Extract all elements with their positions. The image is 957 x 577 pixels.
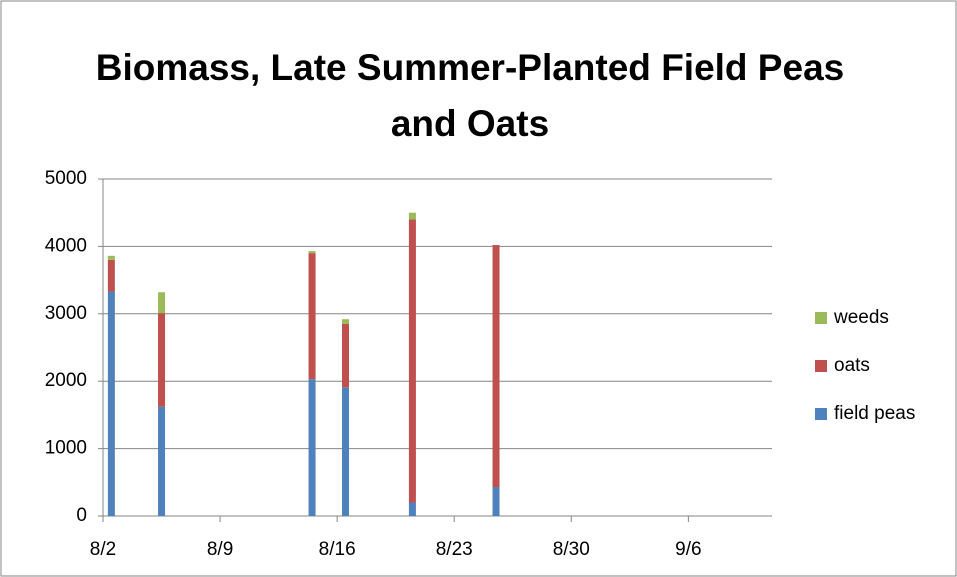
bar-segment (308, 379, 316, 516)
y-tick-label: 1000 (45, 438, 87, 459)
bar-segment (408, 212, 416, 220)
y-tick-label: 5000 (45, 168, 87, 189)
x-tick-label: 8/23 (436, 539, 473, 560)
bar-segment (107, 291, 115, 516)
bar-segment (342, 323, 350, 388)
y-tick-label: 0 (76, 505, 87, 526)
legend-swatch (815, 360, 827, 372)
bar-segment (408, 502, 416, 516)
y-tick-label: 3000 (45, 303, 87, 324)
chart-title: Biomass, Late Summer-Planted Field Peas … (95, 47, 845, 144)
bar-segment (408, 219, 416, 503)
bar-segment (342, 387, 350, 516)
legend-label: weeds (833, 307, 889, 328)
bar-segment (492, 245, 500, 488)
x-tick-label: 8/30 (553, 539, 590, 560)
y-tick-label: 4000 (45, 235, 87, 256)
x-tick-label: 9/6 (675, 539, 701, 560)
legend-label: oats (834, 355, 870, 376)
bar-segment (107, 255, 115, 260)
bar-segment (107, 259, 115, 292)
x-tick-label: 8/9 (207, 539, 233, 560)
x-tick-label: 8/16 (319, 539, 356, 560)
y-tick-label: 2000 (45, 370, 87, 391)
bar-segment (308, 251, 316, 254)
bar-segment (158, 406, 166, 516)
legend-swatch (815, 408, 827, 420)
bar-segment (492, 487, 500, 516)
legend-swatch (815, 312, 827, 324)
x-tick-label: 8/2 (90, 539, 116, 560)
legend-label: field peas (834, 403, 915, 424)
bar-segment (308, 253, 316, 380)
bar-segment (158, 292, 166, 314)
bar-segment (342, 319, 350, 324)
bar-segment (158, 313, 166, 407)
